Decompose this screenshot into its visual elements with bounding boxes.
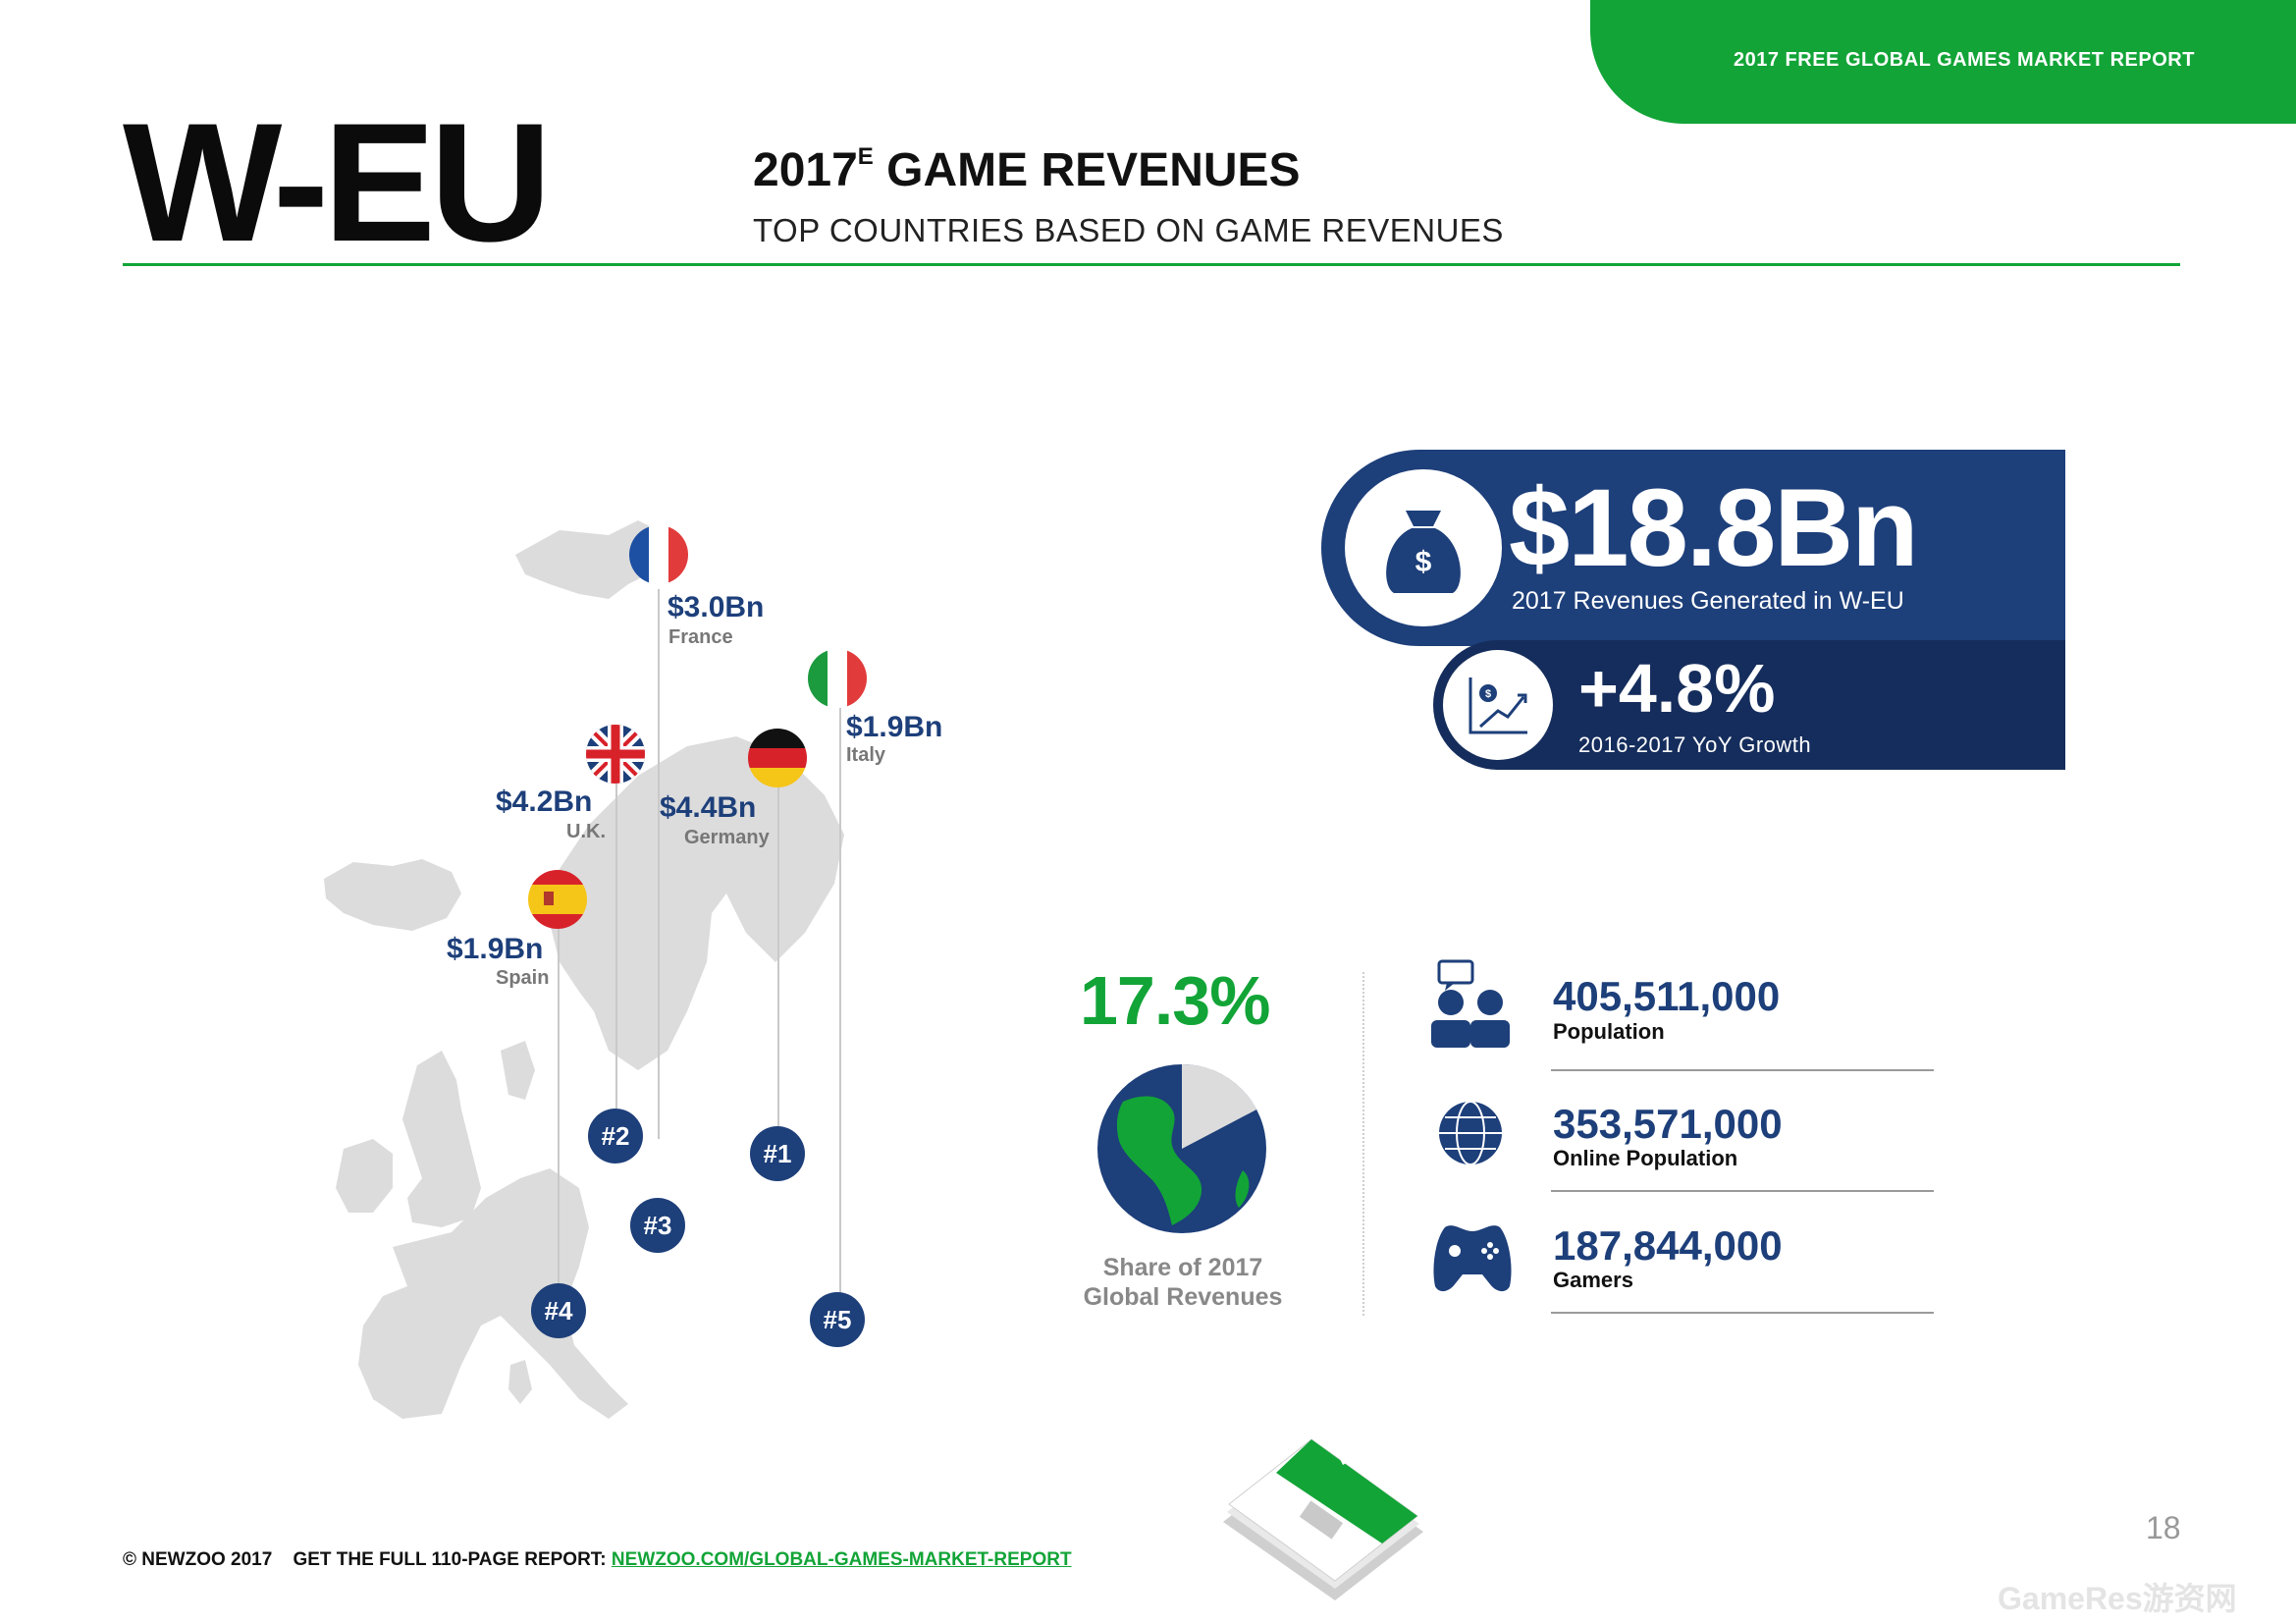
map-denmark <box>501 1041 535 1100</box>
page-number: 18 <box>2146 1510 2181 1545</box>
spain-label: Spain <box>496 967 550 989</box>
france-flag-icon <box>629 525 688 584</box>
report-link[interactable]: NEWZOO.COM/GLOBAL-GAMES-MARKET-REPORT <box>611 1549 1072 1570</box>
global-share-label-line2: Global Revenues <box>1083 1283 1283 1311</box>
footer-cta: GET THE FULL 110-PAGE REPORT: <box>293 1549 607 1570</box>
money-bag-icon: $ <box>1345 469 1502 626</box>
report-cover-image[interactable] <box>1217 1414 1433 1600</box>
rank-badge-france: #3 <box>630 1198 685 1253</box>
global-share-label-line1: Share of 2017 <box>1102 1254 1263 1281</box>
gamers-value: 187,844,000 <box>1553 1222 1783 1269</box>
report-banner-title: 2017 FREE GLOBAL GAMES MARKET REPORT <box>1734 49 2195 71</box>
heading-rest: GAME REVENUES <box>886 144 1301 196</box>
rank-badge-germany: #1 <box>750 1126 805 1181</box>
spain-flag-icon <box>528 870 587 929</box>
france-pin-line <box>658 589 660 1139</box>
total-revenue-value: $18.8Bn <box>1509 466 1919 589</box>
online-population-label: Online Population <box>1553 1146 1738 1170</box>
spain-revenue: $1.9Bn <box>447 933 544 965</box>
heading-year: 2017 <box>753 144 858 196</box>
page-subheading: TOP COUNTRIES BASED ON GAME REVENUES <box>753 212 1504 248</box>
italy-revenue: $1.9Bn <box>846 711 943 743</box>
germany-revenue: $4.4Bn <box>660 791 757 824</box>
watermark-text: GameRes游资网 <box>1998 1581 2237 1616</box>
global-share-pie <box>1097 1064 1266 1233</box>
rank-badge-spain: #4 <box>531 1283 586 1338</box>
spain-pin-line <box>558 928 560 1311</box>
footer: © NEWZOO 2017 GET THE FULL 110-PAGE REPO… <box>123 1549 1072 1571</box>
stat-rule-2 <box>1551 1190 1934 1192</box>
svg-text:$: $ <box>1415 546 1432 578</box>
header-divider <box>123 263 2180 266</box>
stat-rule-1 <box>1551 1069 1934 1071</box>
svg-text:$: $ <box>1485 688 1491 700</box>
heading-superscript: E <box>857 143 874 170</box>
italy-flag-icon <box>808 649 867 708</box>
italy-label: Italy <box>846 744 886 766</box>
uk-pin-line <box>615 781 617 1134</box>
france-revenue: $3.0Bn <box>667 591 765 623</box>
region-title: W-EU <box>123 88 552 277</box>
growth-label: 2016-2017 YoY Growth <box>1578 732 1812 757</box>
uk-label: U.K. <box>566 821 606 842</box>
global-share-label: Share of 2017 Global Revenues <box>1070 1253 1296 1312</box>
global-share-slice <box>1182 1064 1257 1149</box>
france-label: France <box>668 626 733 648</box>
map-great-britain <box>402 1051 481 1227</box>
gamers-label: Gamers <box>1553 1268 1633 1292</box>
growth-value: +4.8% <box>1578 650 1776 727</box>
map-sardinia <box>508 1360 532 1404</box>
globe-land-mass <box>1116 1096 1202 1225</box>
map-continental-europe <box>358 1168 628 1419</box>
map-scandinavia <box>550 736 844 1070</box>
germany-label: Germany <box>684 827 770 848</box>
stat-rule-3 <box>1551 1312 1934 1314</box>
online-population-value: 353,571,000 <box>1553 1101 1783 1147</box>
uk-revenue: $4.2Bn <box>496 785 593 818</box>
footer-copyright: © NEWZOO 2017 <box>123 1549 273 1570</box>
germany-pin-line <box>777 785 779 1149</box>
stats-divider <box>1362 972 1364 1316</box>
growth-chart-icon: $ <box>1443 650 1553 760</box>
gamepad-icon <box>1425 1210 1520 1304</box>
population-value: 405,511,000 <box>1553 973 1781 1019</box>
rank-badge-uk: #2 <box>588 1109 643 1164</box>
total-revenue-label: 2017 Revenues Generated in W-EU <box>1512 587 1904 615</box>
globe-land-mass-2 <box>1235 1170 1250 1208</box>
uk-flag-icon <box>586 725 645 784</box>
globe-icon <box>1425 1088 1520 1182</box>
page-heading: 2017E GAME REVENUES <box>753 144 1301 196</box>
italy-pin-line <box>839 677 841 1296</box>
population-label: Population <box>1553 1019 1665 1044</box>
rank-badge-italy: #5 <box>810 1292 865 1347</box>
map-ireland <box>336 1139 393 1213</box>
people-icon <box>1425 957 1520 1052</box>
germany-flag-icon <box>748 729 807 787</box>
top-banner <box>1590 0 2296 124</box>
global-share-value: 17.3% <box>1080 962 1270 1039</box>
map-iceland <box>324 859 461 931</box>
